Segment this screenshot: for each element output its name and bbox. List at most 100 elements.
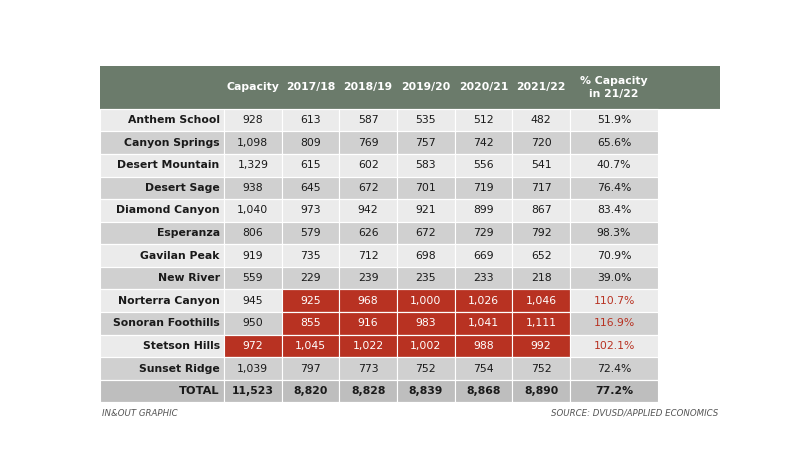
- Text: Sunset Ridge: Sunset Ridge: [139, 364, 220, 374]
- Text: 855: 855: [300, 318, 321, 328]
- FancyBboxPatch shape: [570, 109, 658, 131]
- Text: 809: 809: [300, 138, 321, 148]
- FancyBboxPatch shape: [339, 176, 397, 199]
- Text: Desert Sage: Desert Sage: [145, 183, 220, 193]
- FancyBboxPatch shape: [100, 131, 224, 154]
- FancyBboxPatch shape: [224, 335, 282, 357]
- Text: 239: 239: [358, 273, 378, 283]
- FancyBboxPatch shape: [570, 380, 658, 403]
- FancyBboxPatch shape: [512, 312, 570, 335]
- FancyBboxPatch shape: [282, 109, 339, 131]
- Text: 613: 613: [300, 115, 321, 125]
- FancyBboxPatch shape: [570, 267, 658, 289]
- Text: 587: 587: [358, 115, 378, 125]
- Text: Sonoran Foothills: Sonoran Foothills: [113, 318, 220, 328]
- Text: 512: 512: [473, 115, 494, 125]
- Text: Stetson Hills: Stetson Hills: [142, 341, 220, 351]
- Text: 2017/18: 2017/18: [286, 82, 335, 92]
- FancyBboxPatch shape: [512, 131, 570, 154]
- Text: 98.3%: 98.3%: [597, 228, 631, 238]
- Text: 40.7%: 40.7%: [597, 160, 631, 170]
- Text: 972: 972: [242, 341, 263, 351]
- Text: TOTAL: TOTAL: [179, 386, 220, 396]
- FancyBboxPatch shape: [224, 109, 282, 131]
- FancyBboxPatch shape: [570, 289, 658, 312]
- Text: 672: 672: [415, 228, 436, 238]
- Text: 583: 583: [415, 160, 436, 170]
- Text: 921: 921: [415, 205, 436, 216]
- FancyBboxPatch shape: [339, 154, 397, 176]
- FancyBboxPatch shape: [282, 222, 339, 245]
- FancyBboxPatch shape: [339, 131, 397, 154]
- FancyBboxPatch shape: [224, 222, 282, 245]
- Text: 1,000: 1,000: [410, 296, 442, 306]
- Text: 899: 899: [473, 205, 494, 216]
- Text: 83.4%: 83.4%: [597, 205, 631, 216]
- Text: Desert Mountain: Desert Mountain: [118, 160, 220, 170]
- Text: 1,098: 1,098: [238, 138, 268, 148]
- FancyBboxPatch shape: [397, 312, 454, 335]
- FancyBboxPatch shape: [570, 335, 658, 357]
- Text: 615: 615: [300, 160, 321, 170]
- Text: 942: 942: [358, 205, 378, 216]
- FancyBboxPatch shape: [397, 109, 454, 131]
- FancyBboxPatch shape: [454, 335, 512, 357]
- FancyBboxPatch shape: [454, 222, 512, 245]
- FancyBboxPatch shape: [397, 357, 454, 380]
- FancyBboxPatch shape: [512, 267, 570, 289]
- Text: 51.9%: 51.9%: [597, 115, 631, 125]
- FancyBboxPatch shape: [570, 154, 658, 176]
- Text: 701: 701: [415, 183, 436, 193]
- Text: 752: 752: [415, 364, 436, 374]
- FancyBboxPatch shape: [512, 199, 570, 222]
- FancyBboxPatch shape: [339, 222, 397, 245]
- Text: 77.2%: 77.2%: [595, 386, 633, 396]
- FancyBboxPatch shape: [282, 154, 339, 176]
- FancyBboxPatch shape: [100, 357, 224, 380]
- FancyBboxPatch shape: [224, 289, 282, 312]
- Text: 916: 916: [358, 318, 378, 328]
- FancyBboxPatch shape: [282, 199, 339, 222]
- FancyBboxPatch shape: [100, 176, 224, 199]
- FancyBboxPatch shape: [100, 267, 224, 289]
- FancyBboxPatch shape: [570, 176, 658, 199]
- Text: 992: 992: [531, 341, 551, 351]
- Text: 983: 983: [415, 318, 436, 328]
- FancyBboxPatch shape: [454, 245, 512, 267]
- Text: 769: 769: [358, 138, 378, 148]
- FancyBboxPatch shape: [282, 289, 339, 312]
- Text: 1,329: 1,329: [238, 160, 268, 170]
- FancyBboxPatch shape: [224, 199, 282, 222]
- Text: 1,022: 1,022: [353, 341, 384, 351]
- FancyBboxPatch shape: [339, 335, 397, 357]
- Text: 76.4%: 76.4%: [597, 183, 631, 193]
- FancyBboxPatch shape: [224, 245, 282, 267]
- FancyBboxPatch shape: [224, 154, 282, 176]
- Text: 988: 988: [473, 341, 494, 351]
- FancyBboxPatch shape: [570, 222, 658, 245]
- FancyBboxPatch shape: [397, 199, 454, 222]
- Text: 742: 742: [473, 138, 494, 148]
- FancyBboxPatch shape: [224, 131, 282, 154]
- Text: 2021/22: 2021/22: [516, 82, 566, 92]
- Text: 757: 757: [415, 138, 436, 148]
- Text: 8,890: 8,890: [524, 386, 558, 396]
- FancyBboxPatch shape: [100, 222, 224, 245]
- FancyBboxPatch shape: [397, 289, 454, 312]
- FancyBboxPatch shape: [454, 357, 512, 380]
- FancyBboxPatch shape: [339, 289, 397, 312]
- FancyBboxPatch shape: [570, 245, 658, 267]
- Text: 8,839: 8,839: [409, 386, 443, 396]
- Text: 8,820: 8,820: [294, 386, 328, 396]
- Text: 102.1%: 102.1%: [594, 341, 634, 351]
- FancyBboxPatch shape: [512, 245, 570, 267]
- FancyBboxPatch shape: [512, 109, 570, 131]
- FancyBboxPatch shape: [339, 312, 397, 335]
- FancyBboxPatch shape: [454, 199, 512, 222]
- FancyBboxPatch shape: [100, 66, 720, 109]
- Text: 735: 735: [300, 251, 321, 261]
- FancyBboxPatch shape: [512, 357, 570, 380]
- Text: 1,002: 1,002: [410, 341, 442, 351]
- Text: 65.6%: 65.6%: [597, 138, 631, 148]
- FancyBboxPatch shape: [397, 245, 454, 267]
